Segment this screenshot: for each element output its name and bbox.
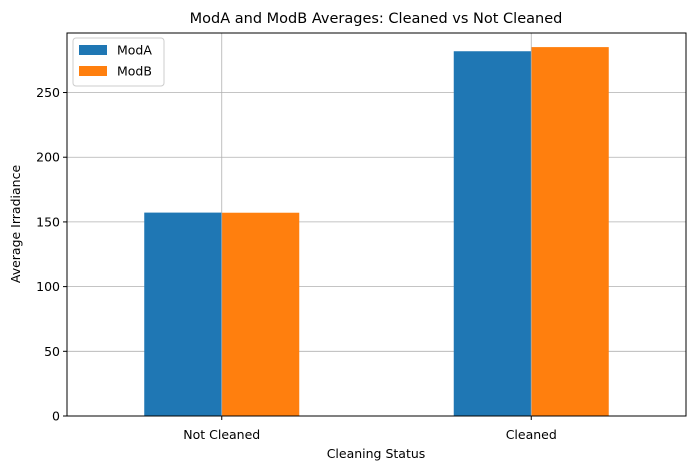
legend-label-moda: ModA [117, 43, 152, 58]
x-tick-label: Not Cleaned [183, 427, 260, 442]
legend: ModA ModB [72, 37, 165, 87]
bar-moda-not-cleaned [144, 212, 222, 416]
x-axis-label: Cleaning Status [327, 446, 426, 461]
y-tick-label: 0 [52, 409, 60, 424]
y-tick-label: 50 [44, 344, 60, 359]
bars-layer [144, 47, 609, 416]
bar-modb-cleaned [531, 47, 609, 416]
legend-label-modb: ModB [117, 64, 152, 79]
y-tick-label: 250 [36, 85, 60, 100]
bar-moda-cleaned [453, 51, 532, 416]
y-axis-label: Average Irradiance [8, 165, 23, 284]
legend-swatch-modb [79, 66, 107, 76]
bar-modb-not-cleaned [221, 212, 300, 416]
plot-frame [66, 32, 687, 417]
chart-title: ModA and ModB Averages: Cleaned vs Not C… [190, 11, 563, 27]
y-tick-label: 150 [36, 214, 60, 229]
legend-swatch-moda [79, 45, 107, 55]
x-tick-label: Cleaned [506, 427, 557, 442]
y-tick-label: 200 [36, 150, 60, 165]
y-tick-label: 100 [36, 279, 60, 294]
axes-layer: 0 50 100 150 200 250 Not Cleaned Cleaned [36, 32, 687, 442]
